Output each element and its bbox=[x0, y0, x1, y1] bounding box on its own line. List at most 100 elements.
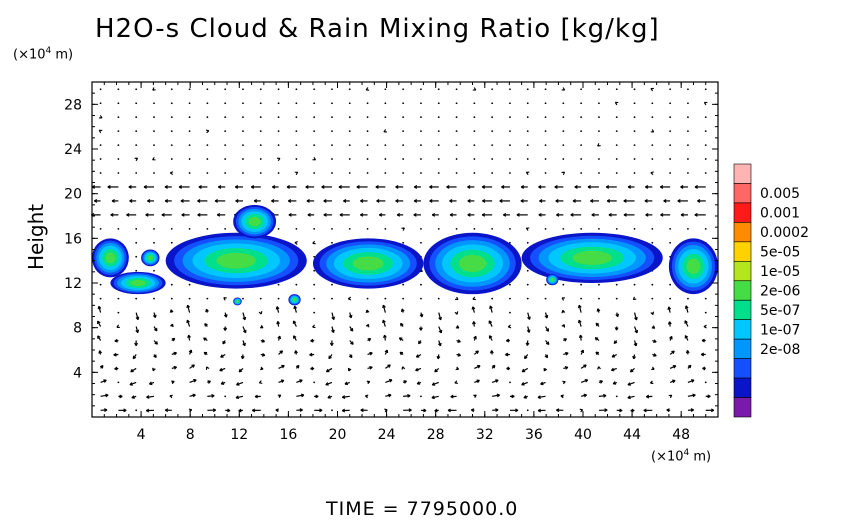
wind-vector bbox=[349, 130, 351, 132]
wind-vector bbox=[509, 298, 511, 300]
x-tick-label: 12 bbox=[230, 427, 248, 443]
wind-vector bbox=[634, 172, 636, 174]
wind-vector bbox=[634, 228, 636, 230]
wind-vector bbox=[170, 324, 173, 327]
wind-vector bbox=[278, 172, 280, 174]
wind-vector bbox=[206, 298, 208, 300]
wind-vector bbox=[705, 172, 707, 174]
wind-vector bbox=[562, 158, 564, 160]
wind-vector bbox=[349, 102, 351, 104]
wind-vector bbox=[420, 116, 422, 118]
wind-vector bbox=[509, 172, 511, 174]
wind-vector bbox=[100, 228, 102, 230]
wind-vector bbox=[171, 144, 173, 146]
wind-vector bbox=[260, 116, 262, 118]
wind-vector bbox=[473, 116, 475, 118]
wind-vector bbox=[420, 88, 422, 90]
wind-vector bbox=[206, 102, 208, 104]
wind-vector bbox=[295, 116, 297, 118]
wind-vector bbox=[616, 172, 618, 174]
wind-vector bbox=[634, 144, 636, 146]
wind-vector bbox=[580, 158, 582, 160]
wind-vector bbox=[331, 144, 333, 146]
wind-vector bbox=[616, 130, 618, 132]
wind-vector bbox=[669, 130, 671, 132]
wind-vector bbox=[313, 284, 315, 286]
wind-vector bbox=[135, 130, 137, 132]
wind-vector bbox=[562, 228, 564, 230]
wind-vector bbox=[420, 144, 422, 146]
wind-vector bbox=[367, 381, 370, 384]
wind-vector bbox=[313, 312, 315, 314]
wind-vector bbox=[634, 116, 636, 118]
wind-vector bbox=[278, 116, 280, 118]
wind-vector bbox=[491, 298, 493, 300]
wind-vector bbox=[153, 242, 155, 244]
wind-vector bbox=[616, 298, 618, 300]
wind-vector bbox=[117, 102, 119, 104]
wind-vector bbox=[580, 88, 582, 90]
wind-vector bbox=[634, 284, 636, 286]
wind-vector bbox=[438, 172, 440, 174]
wind-vector bbox=[651, 228, 653, 230]
wind-vector bbox=[615, 102, 618, 105]
wind-vector bbox=[420, 130, 422, 132]
wind-vector bbox=[651, 144, 653, 146]
wind-vector bbox=[100, 172, 102, 174]
wind-vector bbox=[135, 298, 137, 300]
wind-vector bbox=[687, 228, 689, 230]
cloud-patch bbox=[216, 253, 256, 269]
colorbar-label: 1e-07 bbox=[760, 322, 800, 338]
wind-vector bbox=[509, 158, 511, 160]
wind-vector bbox=[260, 367, 263, 370]
x-tick-label: 32 bbox=[476, 427, 494, 443]
wind-vector bbox=[527, 242, 529, 244]
wind-vector bbox=[562, 116, 564, 118]
colorbar-swatch bbox=[734, 378, 751, 397]
wind-vector bbox=[367, 172, 369, 174]
wind-vector bbox=[491, 130, 493, 132]
wind-vector bbox=[473, 172, 475, 174]
wind-vector bbox=[455, 381, 458, 384]
wind-vector bbox=[420, 284, 422, 286]
colorbar-swatch bbox=[734, 398, 751, 417]
x-tick-label: 4 bbox=[137, 427, 146, 443]
y-tick-label: 4 bbox=[73, 365, 82, 381]
wind-vector bbox=[224, 130, 226, 132]
wind-vector bbox=[438, 102, 440, 104]
wind-vector bbox=[260, 172, 262, 174]
wind-vector bbox=[634, 88, 636, 90]
wind-vector bbox=[687, 102, 689, 104]
wind-vector bbox=[562, 172, 565, 175]
wind-vector bbox=[278, 228, 280, 230]
wind-vector bbox=[366, 324, 369, 327]
wind-vector bbox=[242, 158, 244, 160]
y-tick-label: 20 bbox=[64, 187, 82, 203]
x-tick-label: 28 bbox=[427, 427, 445, 443]
wind-vector bbox=[117, 88, 119, 90]
cloud-patch bbox=[293, 298, 296, 301]
wind-vector bbox=[171, 158, 173, 160]
wind-vector bbox=[491, 158, 493, 160]
wind-vector bbox=[384, 129, 387, 132]
wind-vector bbox=[278, 88, 280, 90]
wind-vector bbox=[545, 102, 547, 104]
wind-vector bbox=[473, 297, 476, 300]
wind-vector bbox=[509, 284, 511, 286]
wind-vector bbox=[438, 88, 440, 90]
wind-vector bbox=[224, 116, 226, 118]
wind-vector bbox=[349, 228, 351, 230]
wind-vector bbox=[562, 310, 565, 313]
wind-vector bbox=[313, 325, 316, 328]
wind-vector bbox=[384, 298, 386, 300]
wind-vector bbox=[117, 381, 119, 383]
wind-vector bbox=[313, 116, 315, 118]
wind-vector bbox=[348, 368, 351, 371]
wind-vector bbox=[420, 298, 422, 300]
wind-vector bbox=[562, 102, 564, 104]
wind-vector bbox=[367, 298, 369, 300]
wind-vector bbox=[402, 284, 404, 286]
wind-vector bbox=[189, 116, 191, 118]
wind-vector bbox=[170, 172, 173, 175]
wind-vector bbox=[331, 228, 333, 230]
